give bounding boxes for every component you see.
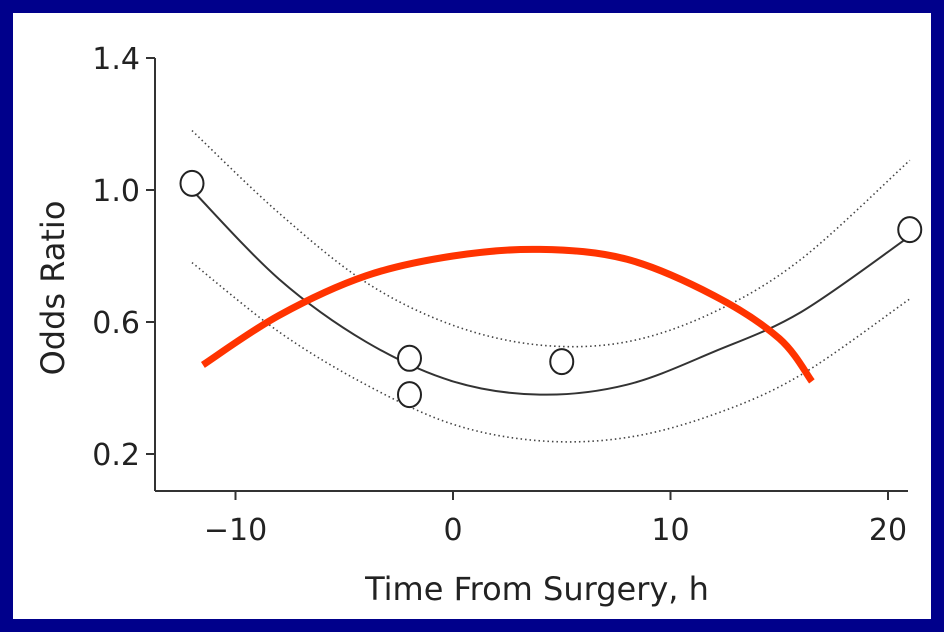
y-axis-title: Odds Ratio xyxy=(34,201,72,376)
x-tick-label: 20 xyxy=(869,513,907,548)
axes: 0.2 0.6 1.0 1.4 −10 0 10 20 xyxy=(92,42,908,548)
fitted-curve xyxy=(191,189,911,396)
confidence-band-curve xyxy=(191,261,911,443)
data-point xyxy=(179,169,205,197)
chart-panel xyxy=(13,13,931,619)
x-tick-label: 10 xyxy=(651,513,689,548)
y-tick-label: 1.4 xyxy=(92,42,140,77)
data-point xyxy=(397,344,422,372)
x-tick-label: 0 xyxy=(443,513,462,548)
curves xyxy=(191,130,911,443)
red-overlay-curve xyxy=(200,245,815,384)
data-point xyxy=(549,348,575,376)
data-points xyxy=(179,169,923,409)
x-axis-title: Time From Surgery, h xyxy=(364,570,709,608)
data-point xyxy=(897,216,923,244)
confidence-band-curve xyxy=(191,130,911,348)
data-point xyxy=(397,381,422,409)
x-tick-label: −10 xyxy=(204,513,267,548)
y-tick-label: 1.0 xyxy=(92,174,140,209)
y-tick-label: 0.6 xyxy=(92,306,140,341)
y-tick-label: 0.2 xyxy=(92,438,140,473)
